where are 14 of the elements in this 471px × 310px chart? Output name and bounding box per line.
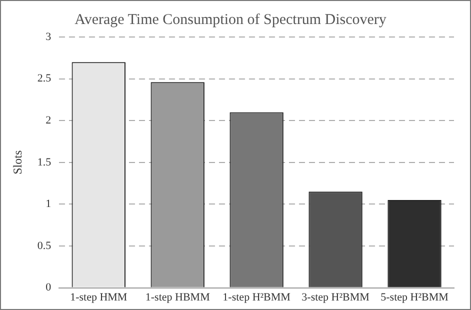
y-tick-label: 0 xyxy=(46,282,52,294)
chart-title: Average Time Consumption of Spectrum Discovery xyxy=(74,12,387,28)
y-axis-title: Slots xyxy=(10,150,24,174)
y-tick-label: 3 xyxy=(46,30,52,43)
y-tick-label: 1.5 xyxy=(37,156,52,168)
x-tick-label: 1-step HMM xyxy=(70,291,128,304)
x-tick-label: 1-step HBMM xyxy=(145,291,210,304)
x-tick-label: 3-step H²BMM xyxy=(302,291,370,304)
y-tick-label: 0.5 xyxy=(37,240,52,252)
y-tick-label: 1 xyxy=(46,198,52,210)
y-tick-label: 2 xyxy=(46,114,52,126)
x-tick-label: 1-step H²BMM xyxy=(222,291,291,304)
x-tick-label: 5-step H²BMM xyxy=(380,291,449,304)
y-tick-label: 2.5 xyxy=(37,72,52,85)
